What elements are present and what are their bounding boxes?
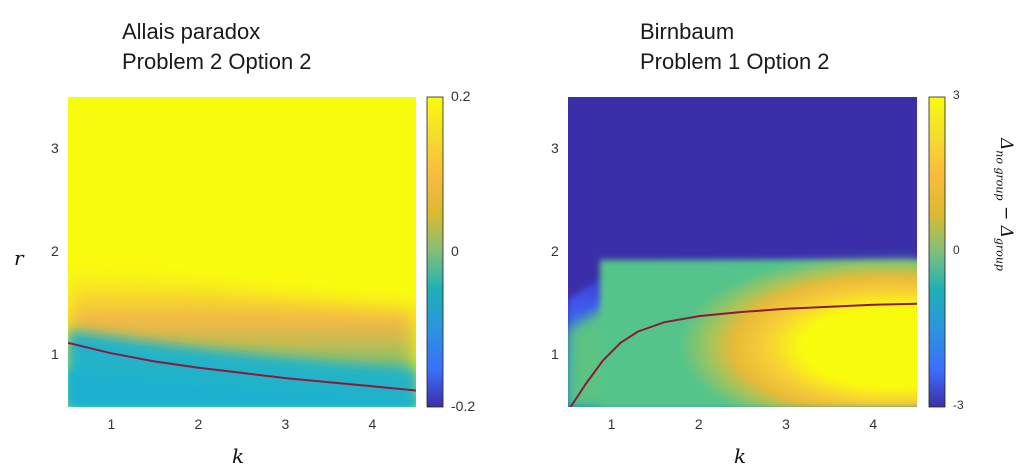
- chart1-ylabel: r: [14, 246, 24, 270]
- colorbar-label-delta-2: Δ: [996, 226, 1016, 238]
- chart1-xtick-label: 3: [282, 416, 290, 432]
- colorbar-label-minus: −: [996, 201, 1016, 226]
- chart1-xtick-label: 4: [369, 416, 377, 432]
- colorbar-label-delta-1: Δ: [996, 138, 1016, 150]
- chart1-colorbar-tick-label: 0: [451, 243, 459, 259]
- colorbar-label-sub-no-group: no group: [994, 150, 1007, 200]
- chart2-xtick-label: 4: [869, 416, 877, 432]
- chart1-xlabel: k: [232, 444, 244, 468]
- chart2-ytick-label: 1: [551, 346, 559, 362]
- chart2-xlabel: k: [734, 444, 746, 468]
- chart1-heatmap: [68, 97, 416, 407]
- chart2-xtick-label: 3: [782, 416, 790, 432]
- chart1-colorbar-tick-label: 0.2: [451, 88, 470, 104]
- chart1-xtick-label: 1: [108, 416, 116, 432]
- chart2-xtick-label: 1: [608, 416, 616, 432]
- chart2-xtick-label: 2: [695, 416, 703, 432]
- chart2-colorbar-tick-label: -3: [953, 398, 964, 412]
- chart1-xtick-label: 2: [195, 416, 203, 432]
- chart1-colorbar: [427, 97, 443, 407]
- chart1-ytick-label: 1: [51, 346, 59, 362]
- chart2-ytick-label: 3: [551, 140, 559, 156]
- chart2-colorbar-tick-label: 3: [953, 88, 960, 102]
- colorbar-label: Δno group − Δgroup: [994, 138, 1016, 271]
- chart1-ytick-label: 2: [51, 243, 59, 259]
- chart1-ytick-label: 3: [51, 140, 59, 156]
- chart2-heatmap: [568, 97, 930, 407]
- chart1-colorbar-tick-label: -0.2: [451, 398, 475, 414]
- chart2-colorbar-tick-label: 0: [953, 243, 960, 257]
- chart2-colorbar: [929, 97, 945, 407]
- chart2-ytick-label: 2: [551, 243, 559, 259]
- colorbar-label-sub-group: group: [994, 238, 1007, 271]
